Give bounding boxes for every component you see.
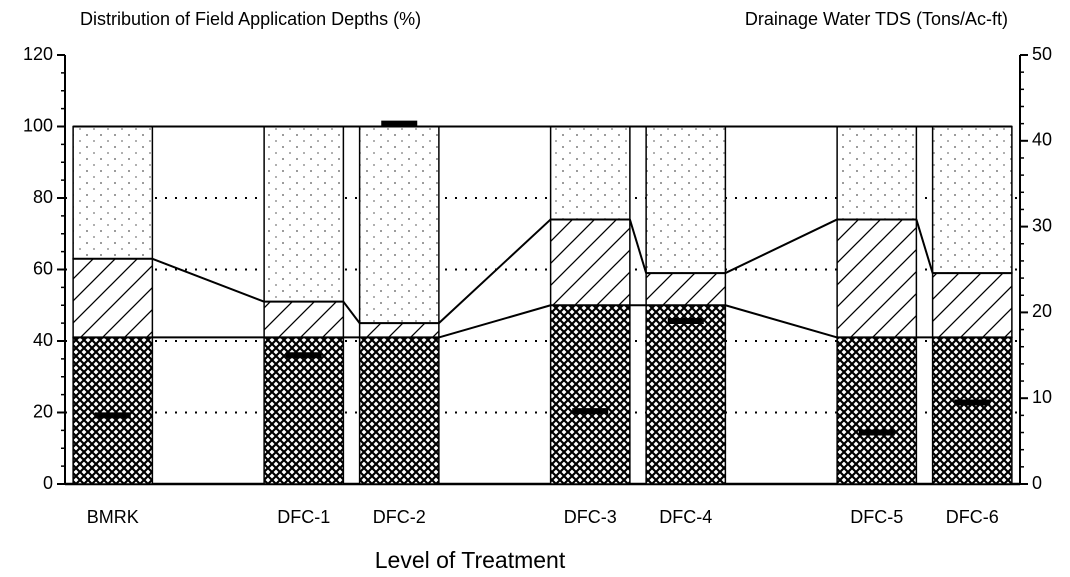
connector — [152, 257, 265, 303]
y2-tick-label: 10 — [1032, 387, 1052, 407]
bar-segment — [263, 125, 345, 303]
bar-segment — [263, 300, 345, 339]
y-tick-label: 100 — [23, 115, 53, 135]
bar-segment — [358, 322, 440, 339]
bar-segment — [645, 304, 727, 485]
bar-segment — [931, 125, 1013, 274]
y2-tick-label: 0 — [1032, 473, 1042, 493]
bar-segment — [645, 125, 727, 274]
bar-segment — [549, 125, 631, 221]
bar-segment — [72, 258, 154, 339]
y-tick-label: 20 — [33, 401, 53, 421]
y-tick-label: 80 — [33, 187, 53, 207]
bar-segment — [549, 218, 631, 306]
bar-segment — [836, 125, 918, 221]
bar-segment — [645, 272, 727, 307]
bar-segment — [836, 218, 918, 339]
y2-tick-label: 30 — [1032, 215, 1052, 235]
bar-segment — [836, 336, 918, 485]
bar-segment — [72, 336, 154, 485]
x-tick-label: DFC-6 — [946, 507, 999, 527]
x-tick-label: DFC-3 — [564, 507, 617, 527]
y-tick-label: 120 — [23, 44, 53, 64]
y-tick-label: 0 — [43, 473, 53, 493]
bar-segment — [931, 336, 1013, 485]
bar-segment — [72, 125, 154, 260]
bar-segment — [358, 336, 440, 485]
connector — [438, 218, 552, 324]
connector — [725, 304, 838, 339]
left-axis-title: Distribution of Field Application Depths… — [80, 9, 421, 29]
bar-segment — [931, 272, 1013, 339]
right-axis-title: Drainage Water TDS (Tons/Ac-ft) — [745, 9, 1008, 29]
y2-tick-label: 20 — [1032, 301, 1052, 321]
connector — [438, 304, 551, 339]
x-axis-title: Level of Treatment — [375, 547, 566, 573]
connector — [724, 218, 838, 274]
y2-tick-label: 50 — [1032, 44, 1052, 64]
bar-segment — [358, 125, 440, 324]
bar-segment — [263, 336, 345, 485]
y-tick-label: 60 — [33, 258, 53, 278]
x-tick-label: BMRK — [87, 507, 139, 527]
bar-segment — [549, 304, 631, 485]
y-tick-label: 40 — [33, 330, 53, 350]
connector — [342, 301, 361, 324]
connector — [628, 219, 648, 274]
connector — [915, 219, 934, 274]
x-tick-label: DFC-5 — [850, 507, 903, 527]
x-tick-label: DFC-2 — [373, 507, 426, 527]
x-tick-label: DFC-1 — [277, 507, 330, 527]
x-tick-label: DFC-4 — [659, 507, 712, 527]
y2-tick-label: 40 — [1032, 130, 1052, 150]
